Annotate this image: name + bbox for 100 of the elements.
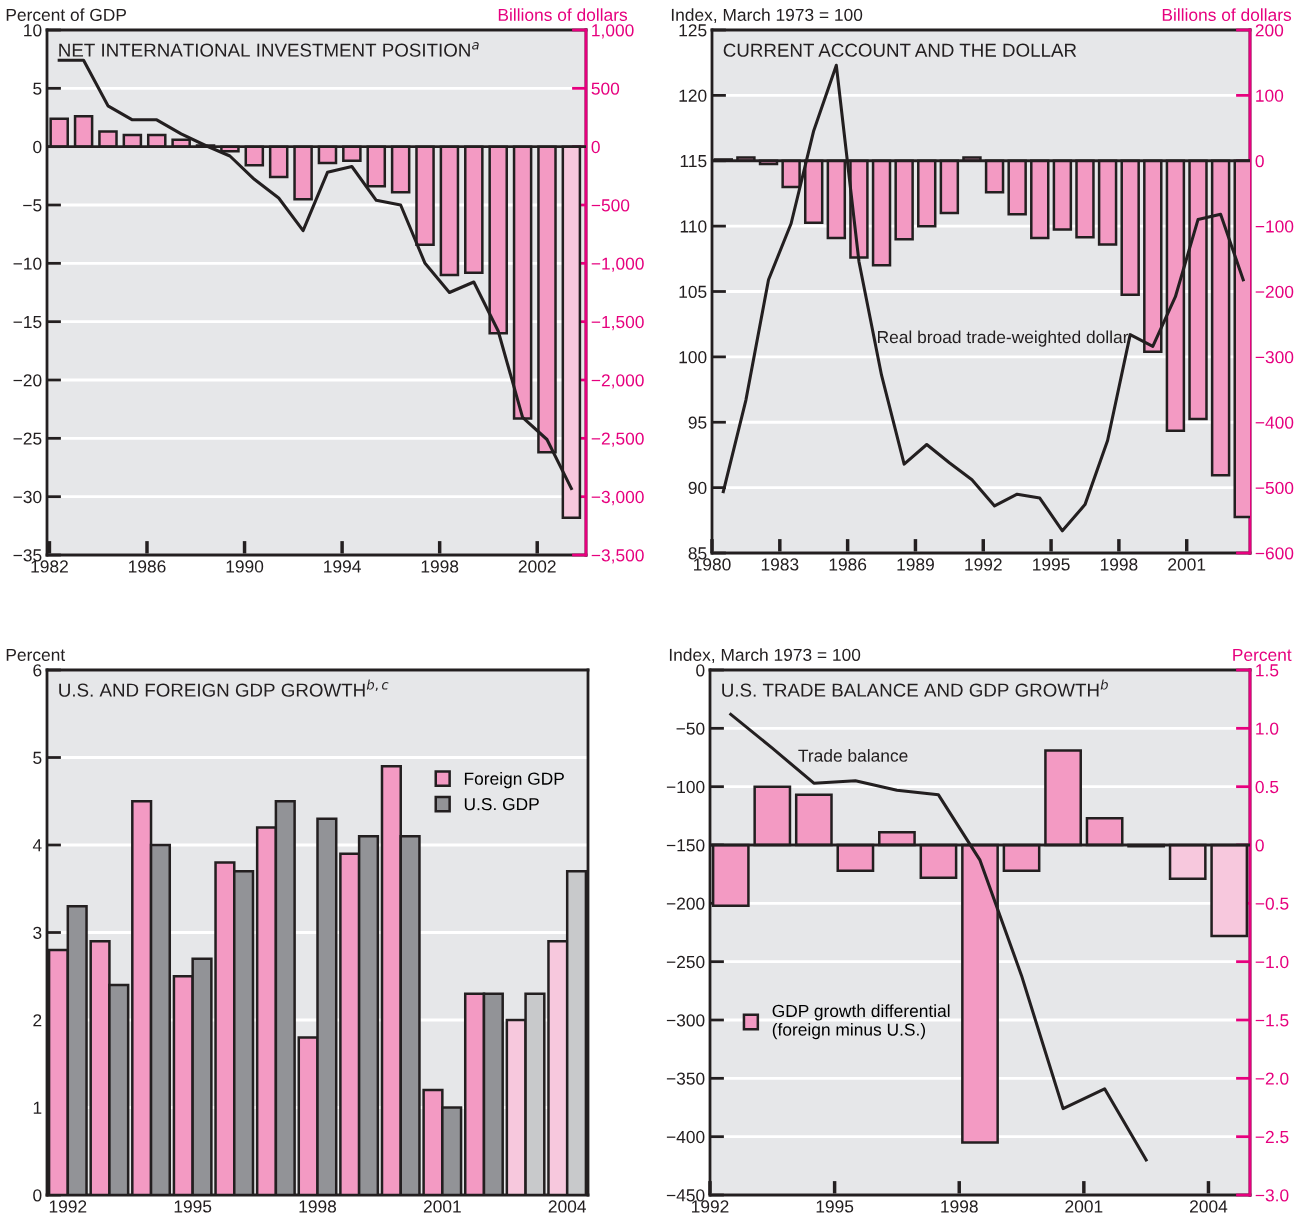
y2-tick-label: 0 [1255, 839, 1264, 852]
y-tick-label: 0 [696, 664, 705, 677]
x-tick-label: 2004 [1190, 1200, 1228, 1213]
y-tick-label: 120 [679, 89, 707, 102]
y2-tick-label: −2.0 [1255, 1072, 1289, 1085]
y2-axis-title: Billions of dollars [1162, 8, 1292, 22]
x-tick-label: 1992 [692, 1200, 729, 1213]
y2-tick-label: −2,500 [591, 432, 644, 447]
y-tick-label: 3 [33, 926, 42, 939]
y2-tick-label: −300 [1255, 351, 1294, 364]
y-axis-title: Index, March 1973 = 100 [669, 648, 861, 664]
y-tick-label: −10 [13, 257, 42, 270]
y-tick-label: −300 [666, 1014, 705, 1027]
y-tick-label: 100 [679, 351, 707, 364]
y2-tick-label: −2.5 [1255, 1130, 1289, 1144]
x-tick-label: 1992 [49, 1200, 87, 1213]
y-axis-title: Percent [6, 648, 66, 662]
y-tick-label: −30 [13, 490, 42, 504]
x-tick-label: 1986 [129, 560, 166, 573]
y-tick-label: 0 [33, 1189, 42, 1202]
y2-tick-label: −2,000 [591, 374, 644, 389]
y-tick-label: 6 [33, 664, 42, 677]
text: NET INTERNATIONAL INVESTMENT POSITION$^{a}$ [59, 42, 479, 57]
x-tick-label: 1998 [421, 560, 459, 573]
y2-axis-title: Billions of dollars [498, 8, 628, 22]
y-tick-label: −25 [13, 432, 42, 445]
x-tick-label: 1995 [174, 1200, 212, 1213]
y-tick-label: 105 [679, 285, 707, 298]
chart-title: U.S. AND FOREIGN GDP GROWTH$^{b,c}$ [59, 679, 389, 697]
y2-tick-label: 1,000 [592, 24, 634, 39]
x-tick-label: 2002 [518, 560, 556, 573]
y-tick-label: −400 [666, 1130, 705, 1144]
y2-tick-label: −400 [1255, 416, 1294, 429]
x-tick-label: 1995 [1033, 558, 1070, 571]
x-tick-label: 1992 [965, 558, 1002, 571]
y-tick-label: −450 [666, 1189, 705, 1202]
x-tick-label: 2001 [423, 1200, 461, 1213]
y2-tick-label: −500 [1255, 481, 1294, 495]
y2-tick-label: 1.0 [1256, 722, 1279, 735]
y-tick-label: 110 [680, 220, 707, 233]
legend-label: GDP growth differential (foreign minus U.S.) [772, 1004, 950, 1040]
y-tick-label: 95 [688, 416, 707, 429]
y2-tick-label: −3.0 [1255, 1189, 1289, 1202]
y-tick-label: 115 [680, 155, 707, 168]
y-axis-title: Percent of GDP [6, 8, 126, 22]
y-tick-label: 5 [33, 82, 42, 95]
y2-tick-label: −1,000 [591, 257, 644, 272]
y2-tick-label: 500 [591, 82, 620, 95]
y-axis-title: Index, March 1973 = 100 [671, 8, 863, 24]
y2-tick-label: −3,000 [591, 490, 644, 506]
y2-tick-label: −100 [1255, 220, 1294, 233]
y-tick-label: 90 [688, 481, 707, 495]
x-tick-label: 1998 [1100, 558, 1138, 571]
y-tick-label: −35 [13, 549, 42, 562]
y-tick-label: 85 [688, 547, 707, 560]
y-tick-label: −250 [666, 955, 705, 969]
text: CURRENT ACCOUNT AND THE DOLLAR [723, 43, 1077, 57]
y2-tick-label: −1.5 [1255, 1014, 1289, 1027]
legend-label: Foreign GDP [464, 772, 564, 789]
x-tick-label: 1995 [816, 1200, 854, 1213]
x-tick-label: 2004 [548, 1200, 586, 1213]
y2-tick-label: −200 [1255, 285, 1294, 298]
y-tick-label: −15 [13, 316, 42, 329]
y2-tick-label: −3,500 [591, 549, 644, 564]
x-tick-label: 1980 [694, 558, 731, 571]
y-tick-label: −100 [666, 780, 705, 794]
y-tick-label: 125 [679, 24, 707, 37]
legend-label: U.S. GDP [464, 797, 539, 811]
y-tick-label: 5 [33, 751, 42, 764]
x-tick-label: 1990 [226, 560, 264, 573]
y2-tick-label: −1,500 [591, 315, 644, 331]
x-tick-label: 1983 [761, 558, 799, 571]
y2-tick-label: −0.5 [1255, 897, 1289, 910]
y2-tick-label: 1.5 [1256, 664, 1279, 677]
series-label: Trade balance [798, 749, 908, 762]
y2-tick-label: 200 [1255, 24, 1284, 37]
y-tick-label: −200 [666, 897, 705, 910]
x-tick-label: 1982 [31, 560, 68, 573]
y2-tick-label: −500 [591, 199, 630, 212]
y-tick-label: 10 [24, 24, 42, 37]
y-tick-label: −20 [13, 374, 42, 387]
x-tick-label: 2001 [1065, 1200, 1103, 1213]
y2-tick-label: −600 [1255, 547, 1294, 560]
x-tick-label: 2001 [1168, 558, 1206, 571]
y-tick-label: 1 [33, 1101, 42, 1114]
y2-axis-title: Percent [1233, 648, 1292, 662]
y2-tick-label: 0 [591, 140, 600, 154]
chart-title: U.S. TRADE BALANCE AND GDP GROWTH$^{b}$ [722, 679, 1108, 697]
x-tick-label: 1994 [324, 560, 361, 573]
x-tick-label: 1986 [829, 558, 867, 571]
y2-tick-label: 0.5 [1255, 780, 1279, 794]
y2-tick-label: 0 [1255, 154, 1264, 168]
x-tick-label: 1998 [941, 1200, 978, 1213]
y-tick-label: −5 [23, 199, 42, 212]
y-tick-label: 2 [33, 1014, 42, 1027]
y-tick-label: −50 [676, 722, 705, 735]
y-tick-label: 0 [33, 140, 42, 154]
y-tick-label: −150 [666, 839, 705, 852]
y-tick-label: 4 [32, 839, 42, 852]
x-tick-label: 1998 [299, 1200, 337, 1213]
